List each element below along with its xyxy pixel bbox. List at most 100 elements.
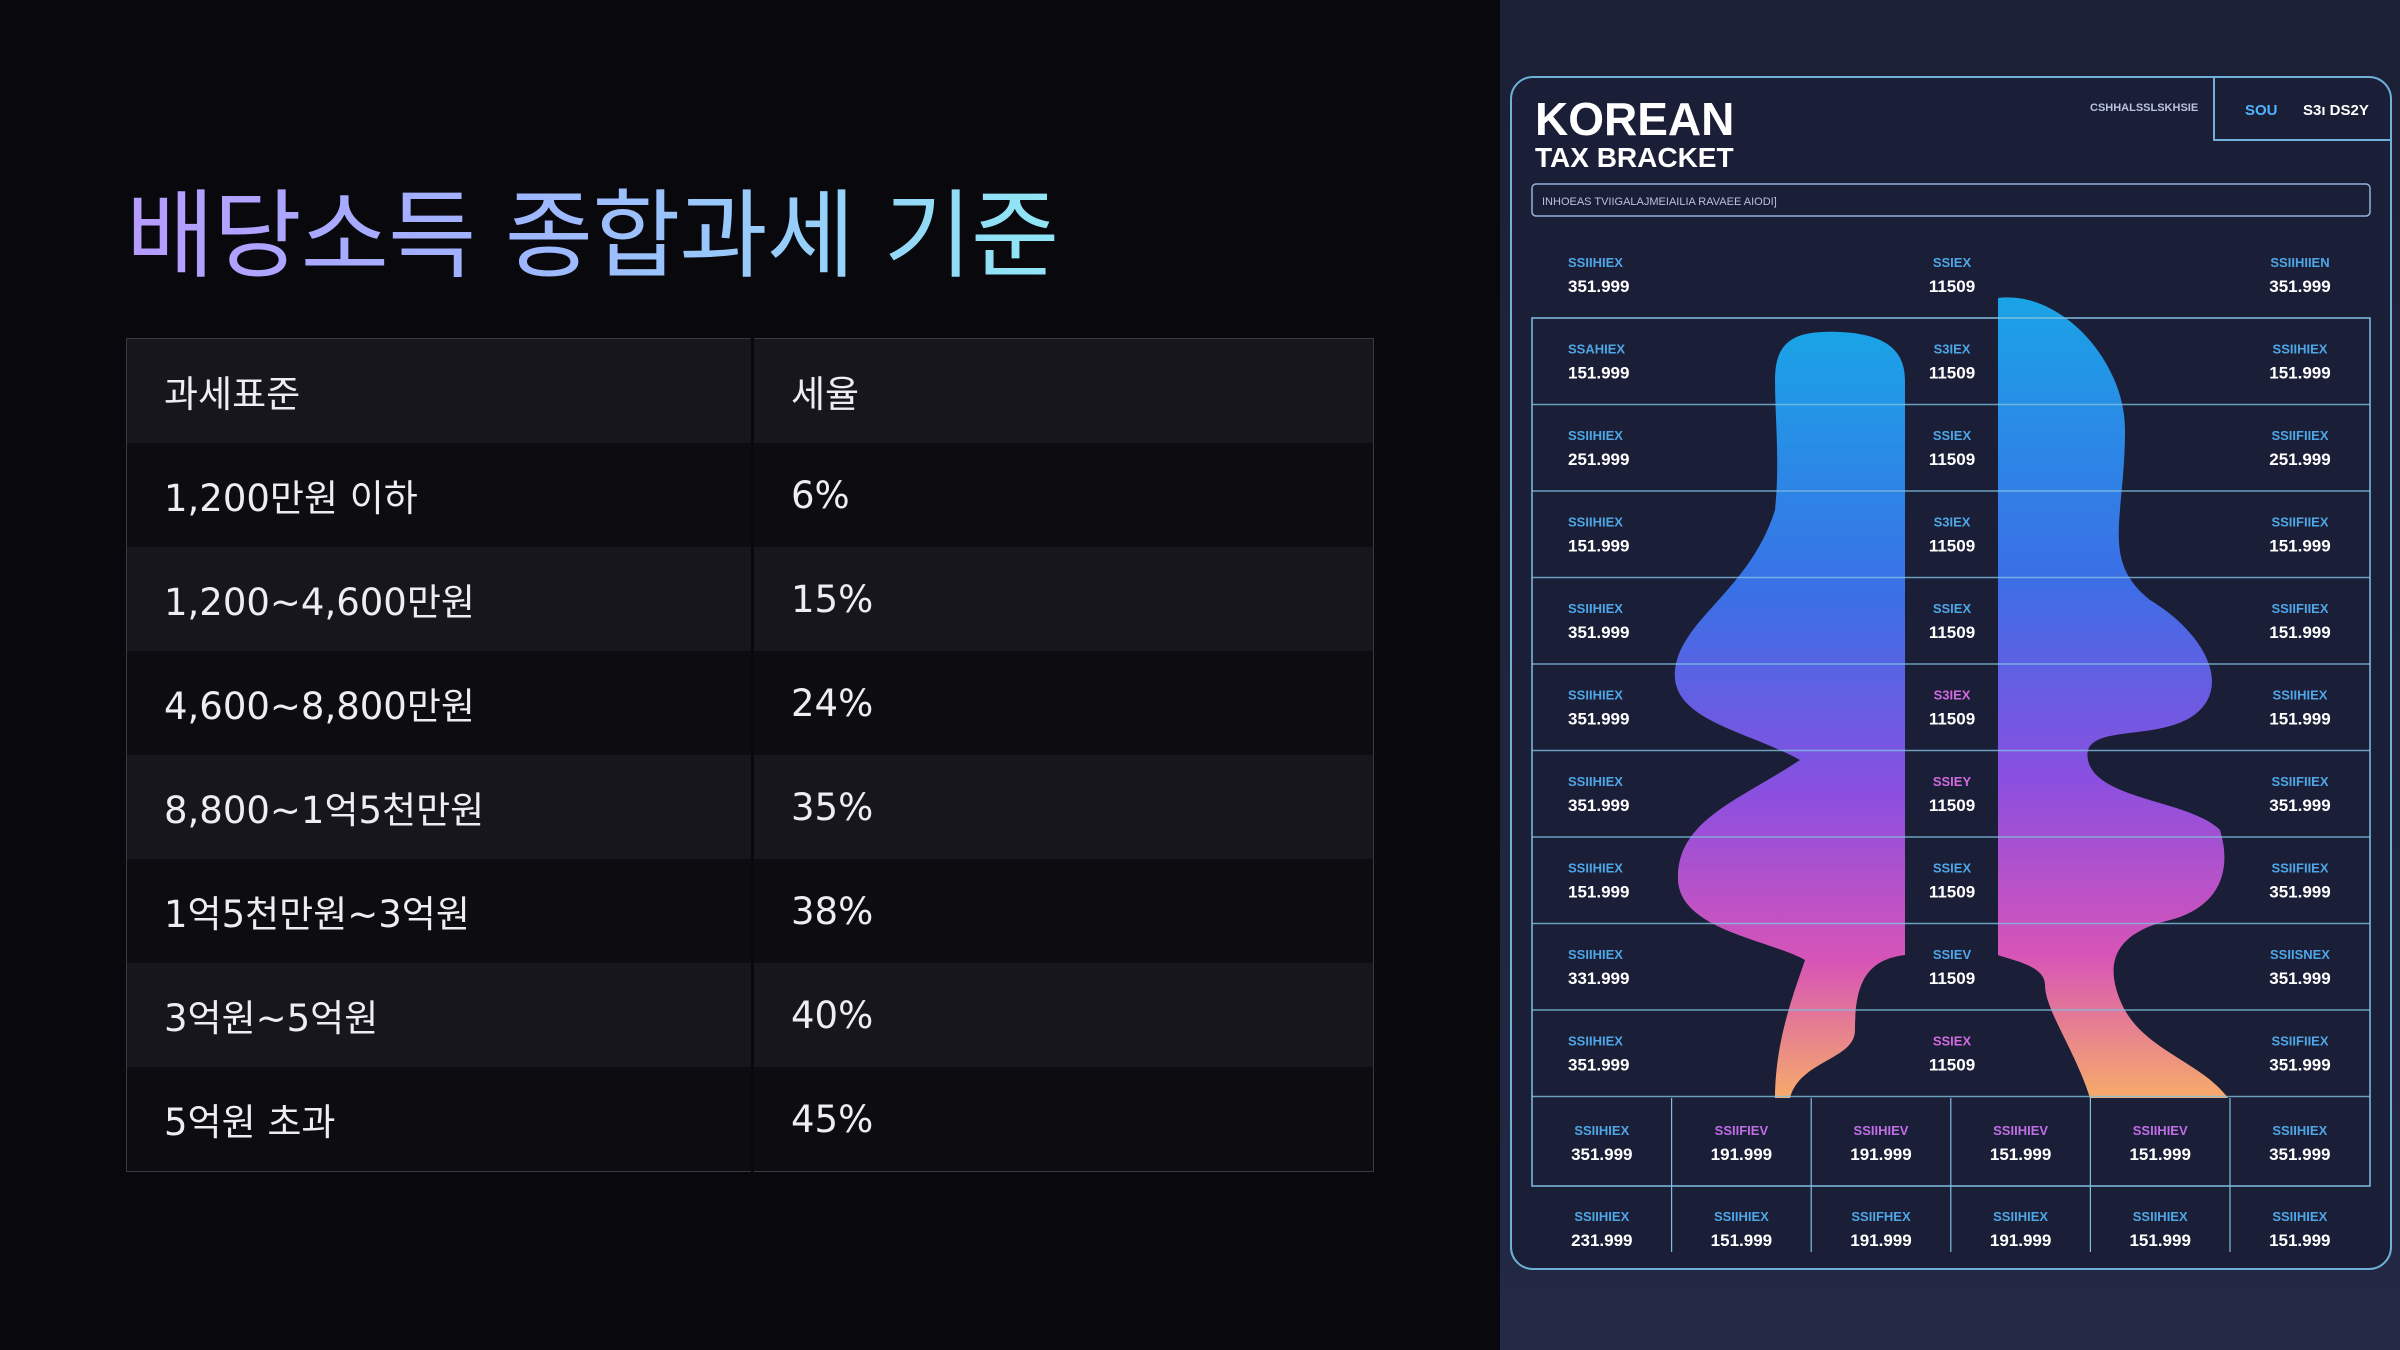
poster-small-label: CSHHALSSLSKHSIE (2090, 102, 2198, 114)
grid-mid-label: S3IEX (1934, 688, 1971, 703)
bottom-cell-label: SSIIHIEX (2133, 1209, 2188, 1224)
grid-left-label: SSIIHIEX (1568, 688, 1623, 703)
grid-right-value: 151.999 (2269, 537, 2330, 556)
grid-mid-value: 11509 (1929, 796, 1975, 815)
bottom-cell-label: SSIIHIEV (1854, 1123, 1909, 1138)
grid-right-value: 351.999 (2269, 969, 2330, 988)
bottom-cell-label: SSIIHIEX (2272, 1123, 2327, 1138)
grid-right-label: SSIISNEX (2270, 947, 2330, 962)
grid-right-value: 251.999 (2269, 450, 2330, 469)
grid-mid-label: SSIEX (1933, 861, 1972, 876)
bracket-cell: 4,600~8,800만원 (126, 651, 754, 755)
grid-mid-label: S3IEX (1934, 342, 1971, 357)
rate-cell: 6% (791, 473, 850, 517)
grid-left-label: SSAHIEX (1568, 342, 1625, 357)
grid-left-value: 351.999 (1568, 1056, 1629, 1075)
slide-title: 배당소득 종합과세 기준 (126, 158, 1059, 297)
table-header-row: 과세표준 세율 (126, 338, 1374, 443)
table-row: 3억원~5억원 40% (126, 963, 1374, 1067)
grid-mid-value: 11509 (1929, 1056, 1975, 1075)
grid-right-value: 151.999 (2269, 364, 2330, 383)
grid-mid-value: 11509 (1929, 710, 1975, 729)
grid-mid-value: 11509 (1929, 883, 1975, 902)
bottom-cell-label: SSIIHIEV (2133, 1123, 2188, 1138)
grid-right-value: 351.999 (2269, 1056, 2330, 1075)
grid-right-value: 351.999 (2269, 796, 2330, 815)
grid-left-label: SSIIHIEX (1568, 255, 1623, 270)
poster-grid (1531, 183, 2371, 1252)
bottom-cell-label: SSIIFHEX (1851, 1209, 1911, 1224)
bottom-cell-value: 151.999 (1990, 1145, 2051, 1164)
table-row: 1,200만원 이하 6% (126, 443, 1374, 547)
bottom-cell-value: 351.999 (2269, 1145, 2330, 1164)
bottom-cell-label: SSIIHIEX (1993, 1209, 2048, 1224)
bracket-cell: 1,200만원 이하 (126, 443, 754, 547)
grid-left-label: SSIIHIEX (1568, 428, 1623, 443)
rate-cell: 38% (791, 889, 874, 933)
grid-mid-label: SSIEX (1933, 1034, 1972, 1049)
grid-left-value: 151.999 (1568, 364, 1629, 383)
slide-content: 배당소득 종합과세 기준 과세표준 세율 1,200만원 이하 6% 1,200~4… (126, 158, 1374, 1172)
poster-tag-a: SOU (2245, 102, 2278, 119)
grid-left-label: SSIIHIEX (1568, 515, 1623, 530)
bottom-cell-value: 191.999 (1711, 1145, 1772, 1164)
grid-left-value: 331.999 (1568, 969, 1629, 988)
bottom-cell-value: 151.999 (2269, 1231, 2330, 1250)
poster-corner-box (2213, 77, 2391, 141)
grid-left-value: 151.999 (1568, 883, 1629, 902)
grid-right-value: 351.999 (2269, 883, 2330, 902)
poster-frame (1510, 76, 2392, 1270)
grid-left-value: 351.999 (1568, 277, 1629, 296)
bracket-cell: 1,200~4,600만원 (126, 547, 754, 651)
grid-right-label: SSIIHIEX (2273, 688, 2328, 703)
grid-right-label: SSIIFIIEX (2271, 515, 2328, 530)
bottom-cell-value: 191.999 (1990, 1231, 2051, 1250)
bracket-cell: 1억5천만원~3억원 (126, 859, 754, 963)
bottom-cell-value: 351.999 (1571, 1145, 1632, 1164)
grid-mid-label: SSIEX (1933, 601, 1972, 616)
bottom-cell-label: SSIIHIEV (1993, 1123, 2048, 1138)
grid-right-value: 351.999 (2269, 277, 2330, 296)
grid-mid-label: SSIEX (1933, 428, 1972, 443)
grid-mid-label: SSIEY (1933, 774, 1972, 789)
poster-title: KOREAN (1535, 93, 1734, 145)
bottom-cell-value: 191.999 (1850, 1145, 1911, 1164)
grid-left-value: 351.999 (1568, 623, 1629, 642)
rate-cell: 40% (791, 993, 874, 1037)
grid-right-label: SSIIFIIEX (2271, 1034, 2328, 1049)
rate-cell: 45% (791, 1097, 874, 1141)
header-rate: 세율 (791, 373, 860, 416)
bottom-cell-label: SSIIHIEX (1714, 1209, 1769, 1224)
grid-left-label: SSIIHIEX (1568, 861, 1623, 876)
grid-mid-value: 11509 (1929, 969, 1975, 988)
poster-search-text: INHOEAS TVIIGALAJMEIAILIA RAVAEE AIODI] (1542, 196, 1777, 208)
bottom-cell-value: 151.999 (2129, 1231, 2190, 1250)
grid-right-label: SSIIFIIEX (2271, 861, 2328, 876)
table-row: 4,600~8,800만원 24% (126, 651, 1374, 755)
grid-right-label: SSIIFIIEX (2271, 601, 2328, 616)
rate-cell: 24% (791, 681, 874, 725)
bottom-cell-value: 151.999 (1711, 1231, 1772, 1250)
rate-cell: 15% (791, 577, 874, 621)
poster-image: KOREAN TAX BRACKET CSHHALSSLSKHSIE SOU S3ı D… (1500, 0, 2400, 1350)
poster-subtitle: TAX BRACKET (1535, 142, 1734, 173)
grid-left-label: SSIIHIEX (1568, 601, 1623, 616)
bottom-cell-label: SSIIHIEX (1574, 1209, 1629, 1224)
grid-right-label: SSIIFIIEX (2271, 774, 2328, 789)
grid-left-label: SSIIHIEX (1568, 1034, 1623, 1049)
grid-mid-value: 11509 (1929, 537, 1975, 556)
grid-mid-label: S3IEX (1934, 515, 1971, 530)
table-row: 1,200~4,600만원 15% (126, 547, 1374, 651)
bracket-cell: 3억원~5억원 (126, 963, 754, 1067)
bottom-cell-value: 151.999 (2129, 1145, 2190, 1164)
tax-rate-table: 과세표준 세율 1,200만원 이하 6% 1,200~4,600만원 15% 4,60… (126, 338, 1374, 1172)
grid-left-label: SSIIHIEX (1568, 774, 1623, 789)
grid-right-value: 151.999 (2269, 710, 2330, 729)
grid-left-value: 151.999 (1568, 537, 1629, 556)
bottom-cell-value: 191.999 (1850, 1231, 1911, 1250)
grid-mid-label: SSIEX (1933, 255, 1972, 270)
grid-mid-value: 11509 (1929, 364, 1975, 383)
grid-mid-value: 11509 (1929, 623, 1975, 642)
bottom-cell-label: SSIIHIEX (1574, 1123, 1629, 1138)
